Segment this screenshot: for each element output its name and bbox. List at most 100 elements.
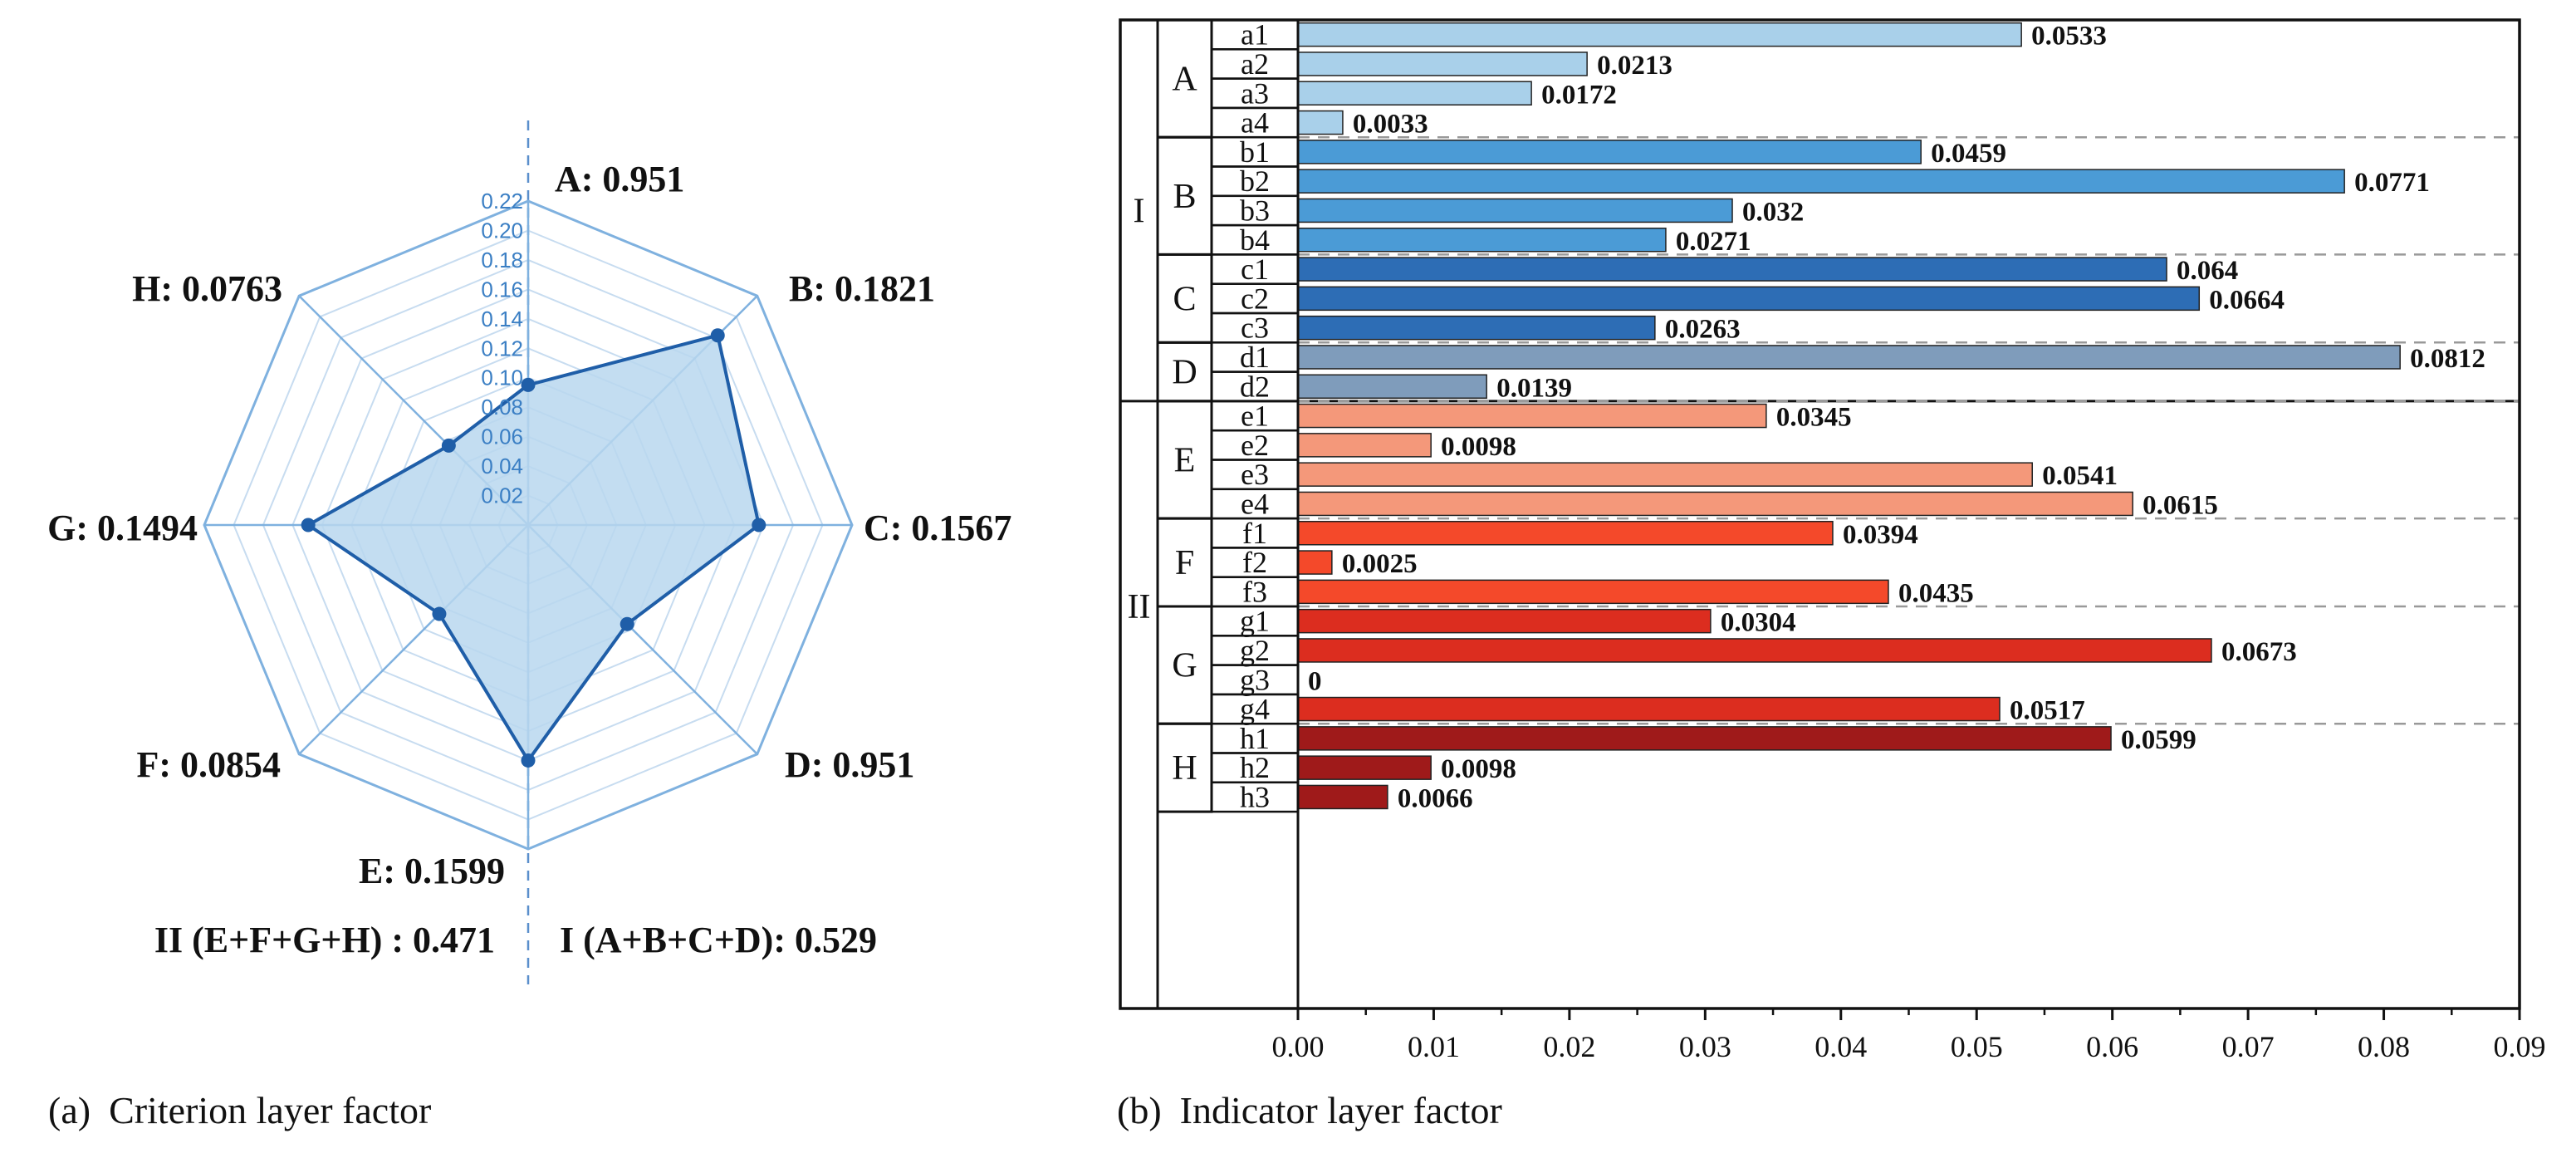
bar-value-b3: 0.032 [1742,197,1804,227]
criterion-label-g: G [1172,647,1197,685]
radar-axis-label-b: B: 0.1821 [789,268,935,309]
bar-value-a4: 0.0033 [1353,110,1428,140]
indicator-label-a3: a3 [1241,76,1269,110]
caption-a-text: Criterion layer factor [109,1089,432,1131]
radar-axis-label-h: H: 0.0763 [132,268,282,309]
caption-a: (a) Criterion layer factor [48,1088,431,1132]
bar-value-g2: 0.0673 [2221,637,2297,667]
bar-value-c1: 0.064 [2177,256,2238,286]
radar-axis-label-c: C: 0.1567 [864,508,1011,548]
bar-h2 [1297,755,1432,780]
indicator-label-h1: h1 [1240,722,1270,755]
group-label-ii: II [1128,588,1151,626]
indicator-label-b2: b2 [1240,164,1270,198]
radar-axis-label-a: A: 0.951 [555,159,684,199]
indicator-label-g4: g4 [1240,693,1270,726]
bar-b3 [1297,198,1733,223]
bar-value-e4: 0.0615 [2143,490,2218,520]
indicator-label-f1: f1 [1242,517,1267,550]
bar-value-b4: 0.0271 [1676,227,1751,257]
x-tick-label: 0.05 [1951,1030,2003,1063]
indicator-label-a1: a1 [1241,18,1269,52]
bar-a3 [1297,81,1532,106]
bar-value-e2: 0.0098 [1441,432,1516,462]
bar-value-d1: 0.0812 [2410,344,2485,374]
criterion-label-e: E [1174,442,1196,480]
radar-tick-label: 0.18 [481,248,523,272]
bar-value-g4: 0.0517 [2010,696,2085,726]
radar-tick-label: 0.06 [481,424,523,449]
radar-tick-label: 0.16 [481,277,523,302]
radar-point-g [301,518,316,532]
indicator-label-b3: b3 [1240,194,1270,227]
bar-g4 [1297,696,2001,722]
indicator-label-e2: e2 [1241,429,1269,462]
indicator-label-c3: c3 [1241,312,1269,345]
bar-d1 [1297,345,2401,370]
indicator-label-e3: e3 [1241,458,1269,491]
bar-e2 [1297,433,1432,458]
bar-value-g3: 0 [1308,666,1322,696]
bar-value-f3: 0.0435 [1898,578,1974,608]
radar-group-label-ii: II (E+F+G+H) : 0.471 [154,920,495,960]
radar-tick-label: 0.08 [481,395,523,420]
bar-c3 [1297,315,1656,341]
bar-f2 [1297,550,1333,575]
bar-g1 [1297,608,1712,634]
radar-tick-label: 0.20 [481,218,523,243]
indicator-label-g1: g1 [1240,605,1270,638]
indicator-label-d1: d1 [1240,341,1270,374]
x-tick-label: 0.00 [1272,1030,1325,1063]
radar-point-d [620,616,634,631]
bar-h1 [1297,726,2112,751]
bar-a1 [1297,22,2022,47]
indicator-label-f2: f2 [1242,546,1267,579]
radar-tick-label: 0.22 [481,189,523,213]
radar-tick-label: 0.10 [481,366,523,390]
radar-axis-label-g: G: 0.1494 [47,508,198,548]
radar-tick-label: 0.14 [481,307,523,331]
indicator-label-b1: b1 [1240,135,1270,169]
bar-h3 [1297,784,1388,810]
x-tick-label: 0.07 [2222,1030,2275,1063]
radar-point-h [441,438,456,453]
bar-a2 [1297,52,1588,76]
bar-c2 [1297,286,2201,312]
criterion-label-a: A [1172,61,1197,99]
radar-point-a [521,377,536,392]
x-tick-label: 0.04 [1814,1030,1867,1063]
radar-tick-label: 0.12 [481,336,523,361]
bar-e3 [1297,462,2033,487]
x-tick-label: 0.09 [2494,1030,2546,1063]
criterion-label-b: B [1173,178,1196,216]
bar-value-b1: 0.0459 [1931,139,2006,169]
bar-b4 [1297,228,1667,253]
radar-group-label-i: I (A+B+C+D): 0.529 [560,920,877,960]
bar-c1 [1297,257,2167,282]
indicator-label-g2: g2 [1240,634,1270,667]
bar-value-c3: 0.0263 [1665,315,1741,345]
radar-axis-label-f: F: 0.0854 [136,744,281,785]
bar-e4 [1297,491,2133,517]
bar-value-c2: 0.0664 [2209,285,2285,315]
indicator-label-h2: h2 [1240,751,1270,784]
bar-chart-frame [1119,18,2521,1010]
indicator-label-e1: e1 [1241,400,1269,433]
indicator-label-a2: a2 [1241,47,1269,81]
indicator-label-a4: a4 [1241,106,1269,140]
bar-b2 [1297,169,2345,194]
radar-point-b [710,328,725,343]
bar-value-d2: 0.0139 [1496,373,1572,403]
bar-value-h2: 0.0098 [1441,754,1516,784]
criterion-label-d: D [1172,354,1197,392]
caption-b-letter: (b) [1117,1089,1162,1131]
caption-b: (b) Indicator layer factor [1117,1088,1502,1132]
indicator-label-h3: h3 [1240,780,1270,813]
x-tick-label: 0.06 [2086,1030,2138,1063]
criterion-label-h: H [1172,749,1197,788]
group-label-i: I [1134,192,1145,230]
caption-a-letter: (a) [48,1089,91,1131]
bar-value-f2: 0.0025 [1342,549,1418,579]
bar-f1 [1297,521,1834,546]
